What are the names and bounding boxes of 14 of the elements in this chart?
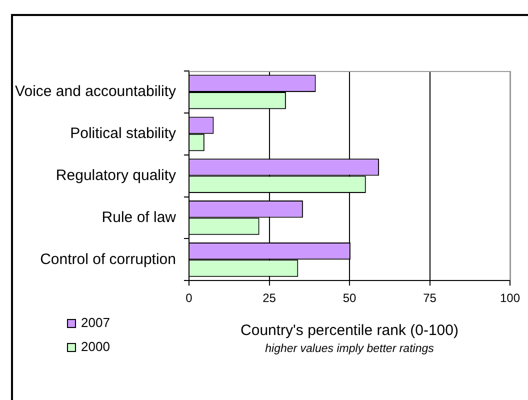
x-tick-label: 50 (342, 291, 356, 306)
x-tick-label: 25 (262, 291, 276, 306)
y-tick-label: Control of corruption (40, 250, 176, 268)
y-tick-label: Regulatory quality (56, 166, 176, 184)
y-tick-label: Rule of law (102, 208, 176, 226)
y-tick-label: Political stability (70, 125, 176, 142)
x-tick-label: 100 (500, 291, 520, 306)
x-tick-label: 0 (186, 291, 193, 306)
y-tick-label: Voice and accountability (15, 83, 176, 100)
x-axis-title: Country's percentile rank (0-100) (240, 322, 458, 340)
legend-label: 2007 (81, 315, 110, 331)
legend-label: 2000 (81, 339, 110, 355)
text: higher values imply better ratings (265, 343, 434, 356)
x-tick-label: 75 (423, 291, 437, 306)
